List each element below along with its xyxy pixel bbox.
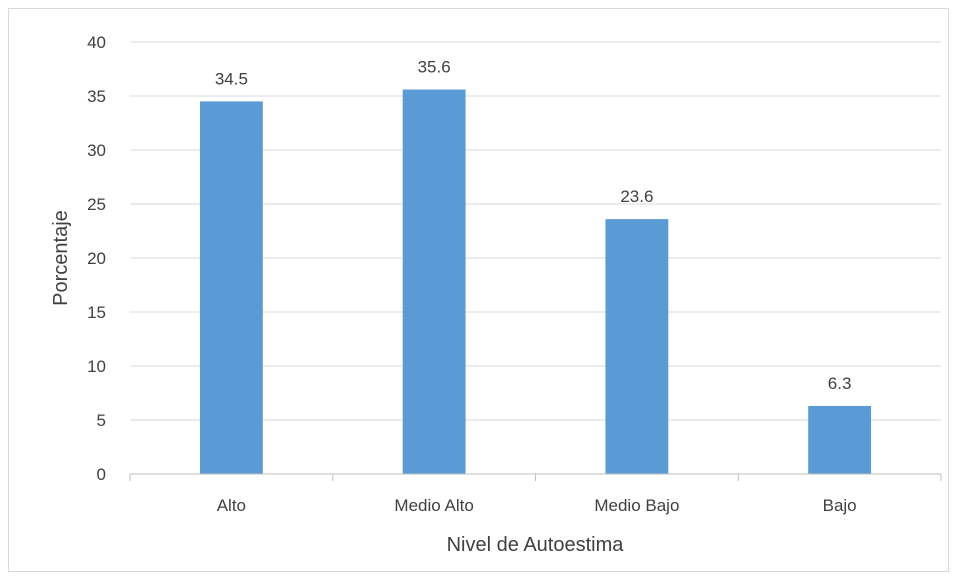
bar-value-label: 23.6 [620,187,653,206]
bar [808,405,872,474]
y-tick-label: 0 [97,465,106,484]
y-axis-title: Porcentaje [50,210,72,306]
bar-value-label: 35.6 [418,58,451,77]
bar-value-label: 34.5 [215,69,248,88]
chart-frame [8,8,949,572]
bars [199,89,872,475]
axes [129,473,942,481]
y-tick-label: 40 [87,33,106,52]
y-tick-label: 10 [87,357,106,376]
x-tick-label: Alto [217,496,246,515]
labels: 0 5 10 15 20 25 30 35 40 34.5 Alto 35.6 Medio Alto 23… [87,33,857,515]
x-tick-label: Bajo [823,496,857,515]
y-tick-label: 25 [87,195,106,214]
bar [402,89,466,475]
x-tick-label: Medio Bajo [594,496,679,515]
gridlines [130,41,941,421]
bar [605,219,669,474]
bar [199,101,263,475]
bar-value-label: 6.3 [828,374,852,393]
y-tick-label: 20 [87,249,106,268]
y-tick-label: 30 [87,141,106,160]
x-tick-label: Medio Alto [394,496,473,515]
x-axis-title: Nivel de Autoestima [447,534,625,556]
y-tick-label: 35 [87,87,106,106]
y-tick-label: 15 [87,303,106,322]
y-tick-label: 5 [97,411,106,430]
